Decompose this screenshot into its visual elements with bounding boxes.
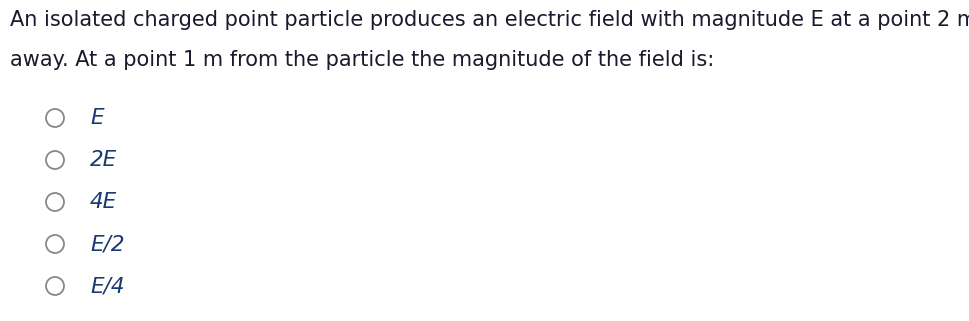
Text: 2E: 2E bbox=[90, 150, 117, 170]
Text: E/4: E/4 bbox=[90, 276, 124, 296]
Text: 4E: 4E bbox=[90, 192, 117, 212]
Text: away. At a point 1 m from the particle the magnitude of the field is:: away. At a point 1 m from the particle t… bbox=[10, 50, 713, 70]
Text: E: E bbox=[90, 108, 104, 128]
Text: E/2: E/2 bbox=[90, 234, 124, 254]
Text: An isolated charged point particle produces an electric field with magnitude E a: An isolated charged point particle produ… bbox=[10, 10, 969, 30]
